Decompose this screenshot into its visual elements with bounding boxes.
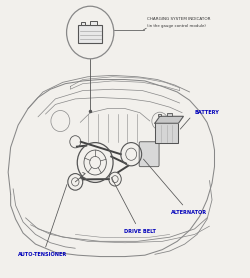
Text: AUTO-TENSIONER: AUTO-TENSIONER (18, 185, 68, 257)
Bar (167, 113, 172, 116)
Bar (81, 22, 85, 25)
Text: BATTERY: BATTERY (180, 110, 220, 129)
Text: ALTERNATOR: ALTERNATOR (144, 159, 207, 215)
Bar (155, 123, 178, 143)
FancyBboxPatch shape (139, 142, 159, 167)
Text: CHARGING SYSTEM INDICATOR: CHARGING SYSTEM INDICATOR (147, 17, 210, 21)
Bar (90, 21, 97, 25)
Bar (78, 25, 102, 43)
Text: (in the gauge control module): (in the gauge control module) (147, 24, 206, 28)
Polygon shape (155, 116, 184, 123)
Text: DRIVE BELT: DRIVE BELT (111, 177, 156, 234)
Bar (158, 113, 161, 116)
